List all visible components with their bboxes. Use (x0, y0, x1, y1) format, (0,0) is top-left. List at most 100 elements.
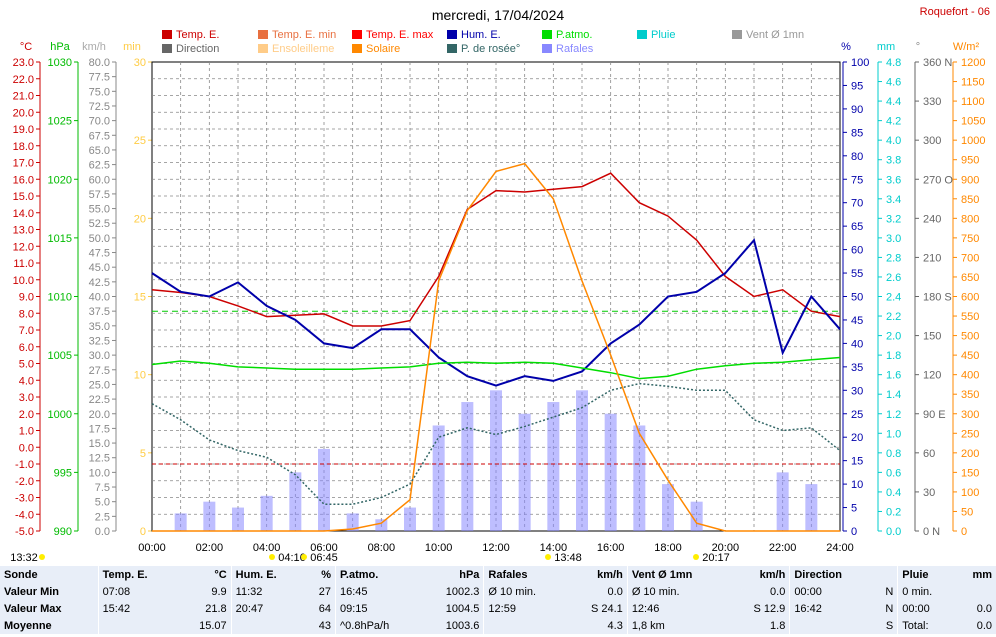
summary-cell: 15:42 (97, 600, 178, 617)
summary-cell: S (885, 619, 894, 632)
axis-tick-label-sun: 20 (134, 213, 146, 225)
sun-marker-icon (693, 554, 699, 560)
summary-cell: Valeur Max (4, 602, 62, 615)
axis-unit-wind: km/h (82, 41, 106, 53)
axis-tick-label-temp: 1.0 (19, 426, 34, 438)
axis-tick-label-temp: -1.0 (15, 459, 34, 471)
axis-tick-label-pressure: 1030 (48, 57, 72, 69)
summary-header-cell (873, 566, 897, 583)
summary-cell: Moyenne (4, 619, 52, 632)
axis-tick-label-direction: 120 (923, 370, 941, 382)
summary-header-cell: mm (972, 568, 992, 581)
rafales-bar (461, 402, 474, 531)
axis-tick-label-direction: 30 (923, 487, 935, 499)
axis-tick-label-temp: 10.0 (13, 275, 34, 287)
summary-cell: 1.8 (770, 619, 786, 632)
axis-tick-label-temp: 18.0 (13, 141, 34, 153)
summary-cell: 16:45 (335, 583, 422, 600)
axis-tick-label-rain: 4.2 (886, 116, 901, 128)
summary-cell: 1004.5 (445, 602, 480, 615)
axis-tick-label-direction: 150 (923, 331, 941, 343)
axis-tick-label-rain: 3.4 (886, 194, 901, 206)
legend-label: P.atmo. (556, 29, 593, 41)
sun-marker-icon (269, 554, 275, 560)
summary-header-row: Sonde Temp. E. °C Hum. E. % P.atmo. hPa … (0, 566, 996, 583)
axis-unit-rain: mm (877, 41, 895, 53)
axis-tick-label-pressure: 1015 (48, 233, 72, 245)
axis-tick-label-direction: 90 E (923, 409, 946, 421)
axis-tick-label-rain: 4.0 (886, 135, 901, 147)
legend-label: Direction (176, 43, 219, 55)
legend-swatch (447, 30, 457, 39)
axis-tick-label-sun: 5 (140, 448, 146, 460)
axis-tick-label-temp: 20.0 (13, 107, 34, 119)
legend-label: Rafales (556, 43, 594, 55)
summary-cell: N (885, 602, 894, 615)
rafales-bar (490, 390, 502, 531)
axis-tick-label-humidity: 20 (851, 432, 863, 444)
summary-cell: 0.0 (607, 585, 623, 598)
axis-tick-label-wind: 42.5 (89, 277, 110, 289)
axis-tick-label-solar: 1150 (961, 77, 985, 89)
rafales-bar (375, 519, 388, 531)
rafales-bar (776, 472, 789, 531)
axis-tick-label-solar: 1050 (961, 116, 985, 128)
summary-cell: 00:00 (789, 583, 874, 600)
axis-tick-label-humidity: 95 (851, 80, 863, 92)
legend-label: P. de rosée° (461, 43, 520, 55)
axis-tick-label-direction: 60 (923, 448, 935, 460)
series-line-hum-e- (151, 238, 841, 387)
bottom-marker-label: 13:48 (554, 552, 582, 564)
summary-cell: 20:47 (230, 600, 305, 617)
axis-tick-label-wind: 47.5 (89, 248, 110, 260)
summary-table: Sonde Temp. E. °C Hum. E. % P.atmo. hPa … (0, 566, 996, 634)
summary-cell: 0.0 (976, 602, 992, 615)
axis-tick-label-wind: 20.0 (89, 409, 110, 421)
rafales-bar (805, 484, 818, 531)
rafales-bar (346, 513, 359, 531)
summary-cell: 43 (318, 619, 331, 632)
axis-tick-label-solar: 850 (961, 194, 979, 206)
axis-tick-label-humidity: 50 (851, 292, 863, 304)
axis-tick-label-temp: 6.0 (19, 342, 34, 354)
time-tick-label: 16:00 (597, 542, 625, 554)
chart-title: mercredi, 17/04/2024 (432, 7, 565, 23)
axis-tick-label-wind: 45.0 (89, 262, 110, 274)
axis-tick-label-direction: 240 (923, 213, 941, 225)
axis-unit-humidity: % (841, 41, 851, 53)
axis-tick-label-temp: 11.0 (13, 258, 34, 270)
axis-tick-label-rain: 4.6 (886, 77, 901, 89)
axis-unit-pressure: hPa (50, 41, 70, 53)
axis-tick-label-wind: 7.5 (95, 482, 110, 494)
axis-tick-label-humidity: 25 (851, 409, 863, 421)
axis-tick-label-solar: 0 (961, 526, 967, 538)
summary-header-cell: Temp. E. (97, 566, 178, 583)
axis-tick-label-solar: 500 (961, 331, 979, 343)
axis-unit-temp: °C (20, 41, 32, 53)
legend-label: Temp. E. max (366, 29, 434, 41)
summary-cell: 0.0 (770, 585, 786, 598)
summary-cell (230, 617, 305, 634)
axis-tick-label-solar: 1100 (961, 96, 985, 108)
axis-tick-label-wind: 77.5 (89, 72, 110, 84)
summary-cell: Valeur Min (4, 585, 60, 598)
axis-units: °C hPa km/h min% mm ° W/m² (20, 41, 980, 53)
axis-tick-label-solar: 700 (961, 252, 979, 264)
summary-cell: 64 (318, 602, 331, 615)
axis-unit-solar: W/m² (953, 41, 980, 53)
axis-tick-label-wind: 27.5 (89, 365, 110, 377)
summary-cell: 1,8 km (626, 617, 730, 634)
axis-tick-label-temp: 15.0 (13, 191, 34, 203)
sun-marker-icon (545, 554, 551, 560)
summary-header-cell: Sonde (4, 568, 38, 581)
axis-tick-label-solar: 150 (961, 467, 979, 479)
summary-cell: 11:32 (230, 583, 305, 600)
axis-tick-label-rain: 2.4 (886, 292, 901, 304)
summary-cell: Total: (897, 617, 955, 634)
weather-chart: mercredi, 17/04/2024 Roquefort - 06 Temp… (10, 6, 990, 564)
axis-tick-label-wind: 2.5 (95, 511, 110, 523)
legend-swatch (258, 44, 268, 53)
summary-cell: 9.9 (211, 585, 227, 598)
axis-tick-label-temp: -2.0 (15, 476, 34, 488)
rafales-bar (203, 501, 216, 531)
